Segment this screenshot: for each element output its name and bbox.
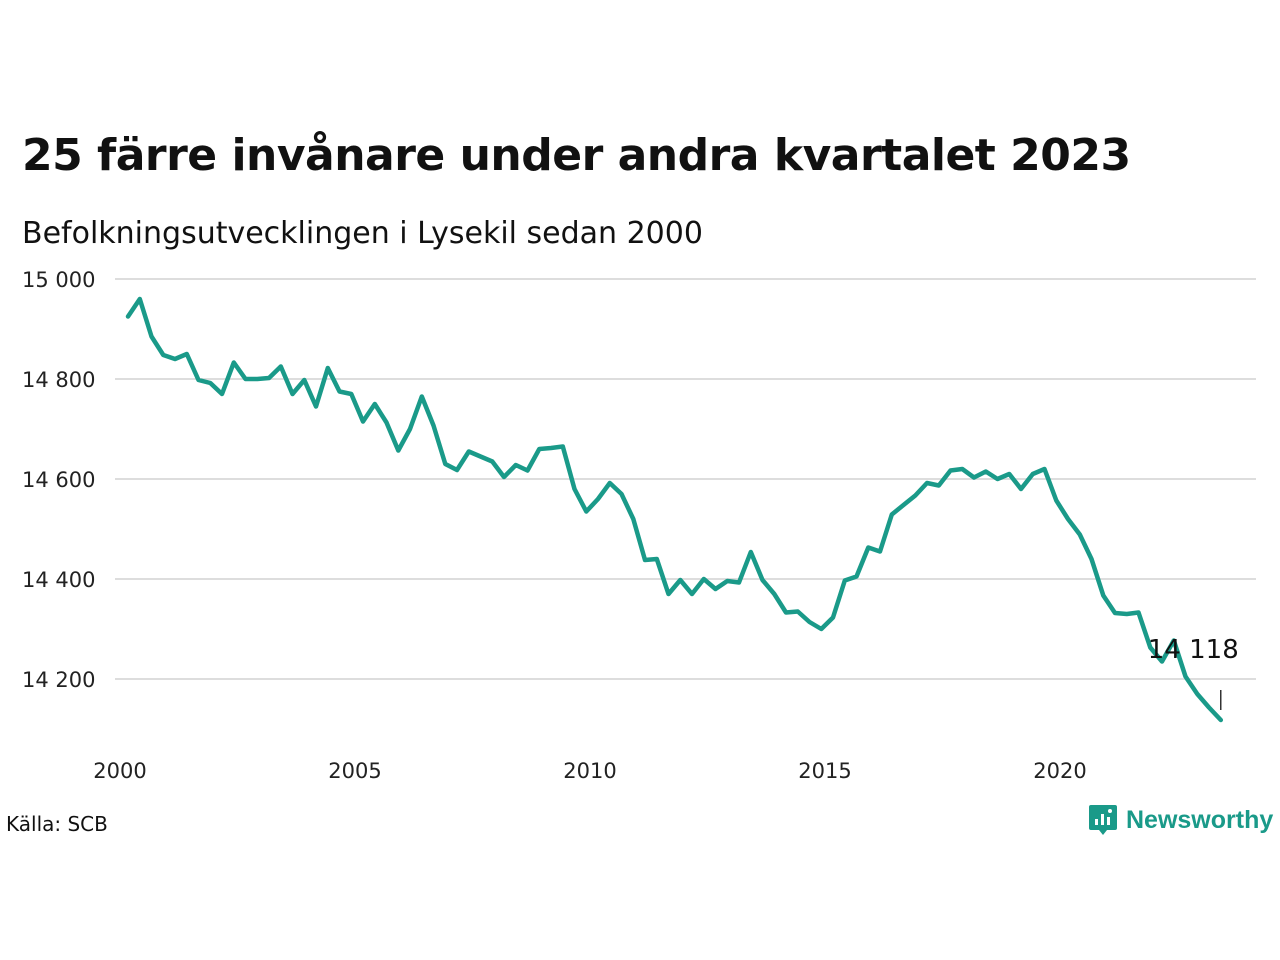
gridlines	[115, 278, 1256, 680]
y-tick-label: 14 200	[22, 668, 95, 692]
chart-subtitle: Befolkningsutvecklingen i Lysekil sedan …	[22, 216, 703, 251]
series-group	[125, 296, 1224, 723]
x-tick-label: 2020	[1033, 759, 1086, 783]
source-note: Källa: SCB	[6, 812, 108, 836]
series-line	[125, 296, 1224, 723]
y-tick-label: 15 000	[22, 268, 95, 292]
brand-logo: Newsworthy	[1088, 803, 1273, 837]
y-tick-label: 14 800	[22, 368, 95, 392]
x-tick-label: 2010	[563, 759, 616, 783]
y-tick-label: 14 400	[22, 568, 95, 592]
x-axis-ticks: 2000 2005 2010 2015 2020	[93, 759, 1086, 783]
chart-title: 25 färre invånare under andra kvartalet …	[22, 130, 1131, 181]
end-value-label: 14 118	[1148, 635, 1239, 665]
x-tick-label: 2015	[798, 759, 851, 783]
end-annotation: 14 118	[1148, 635, 1239, 710]
x-tick-label: 2000	[93, 759, 146, 783]
y-tick-label: 14 600	[22, 468, 95, 492]
x-tick-label: 2005	[328, 759, 381, 783]
y-axis-ticks: 15 000 14 800 14 600 14 400 14 200	[22, 268, 95, 692]
brand-name: Newsworthy	[1126, 805, 1274, 834]
newsworthy-logo-icon	[1089, 805, 1117, 835]
